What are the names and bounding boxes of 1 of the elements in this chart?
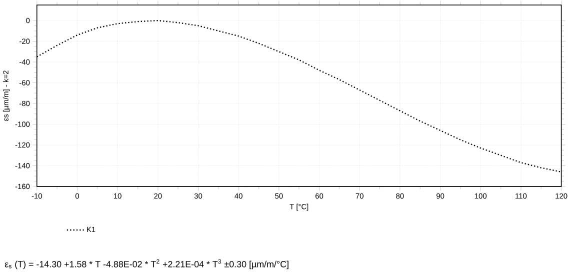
text: ε$_{s}$ (T) = -14.30 +1.58 * T -4.88E-02 * T$^{2}$ +2.21E-04 * T$^{3}$ ±0.30 [µm/m/°C] (4, 259, 288, 270)
